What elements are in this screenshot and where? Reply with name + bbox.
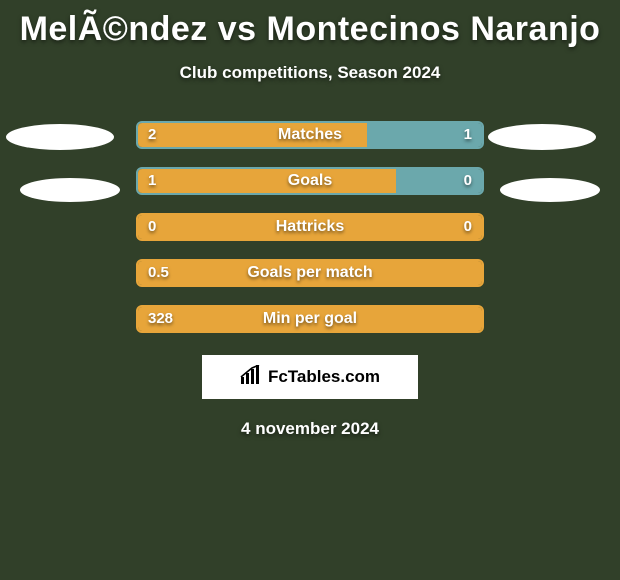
stat-bar-left (138, 307, 482, 331)
stat-bar-right (396, 169, 482, 193)
stats-comparison: Matches21 Goals10 Hattricks00 Goals per mat… (0, 121, 620, 333)
stat-bar-track (136, 305, 484, 333)
stat-bar-track (136, 213, 484, 241)
stat-row: Hattricks00 (136, 213, 484, 241)
stat-row: Goals per match0.5 (136, 259, 484, 287)
stat-bar-track (136, 167, 484, 195)
stat-row: Matches21 (136, 121, 484, 149)
logo-text: FcTables.com (268, 367, 380, 387)
stat-bar-left (138, 261, 482, 285)
page-title: MelÃ©ndez vs Montecinos Naranjo (0, 0, 620, 49)
stat-bar-left (138, 215, 482, 239)
subtitle: Club competitions, Season 2024 (0, 63, 620, 83)
stat-row: Goals10 (136, 167, 484, 195)
stat-bar-track (136, 259, 484, 287)
stat-bar-right (367, 123, 482, 147)
decorative-ellipse (500, 178, 600, 202)
decorative-ellipse (20, 178, 120, 202)
stat-row: Min per goal328 (136, 305, 484, 333)
decorative-ellipse (6, 124, 114, 150)
generated-date: 4 november 2024 (0, 419, 620, 439)
chart-icon (240, 365, 264, 390)
decorative-ellipse (488, 124, 596, 150)
site-logo: FcTables.com (202, 355, 418, 399)
stat-bar-left (138, 169, 396, 193)
stat-bar-track (136, 121, 484, 149)
stat-bar-left (138, 123, 367, 147)
